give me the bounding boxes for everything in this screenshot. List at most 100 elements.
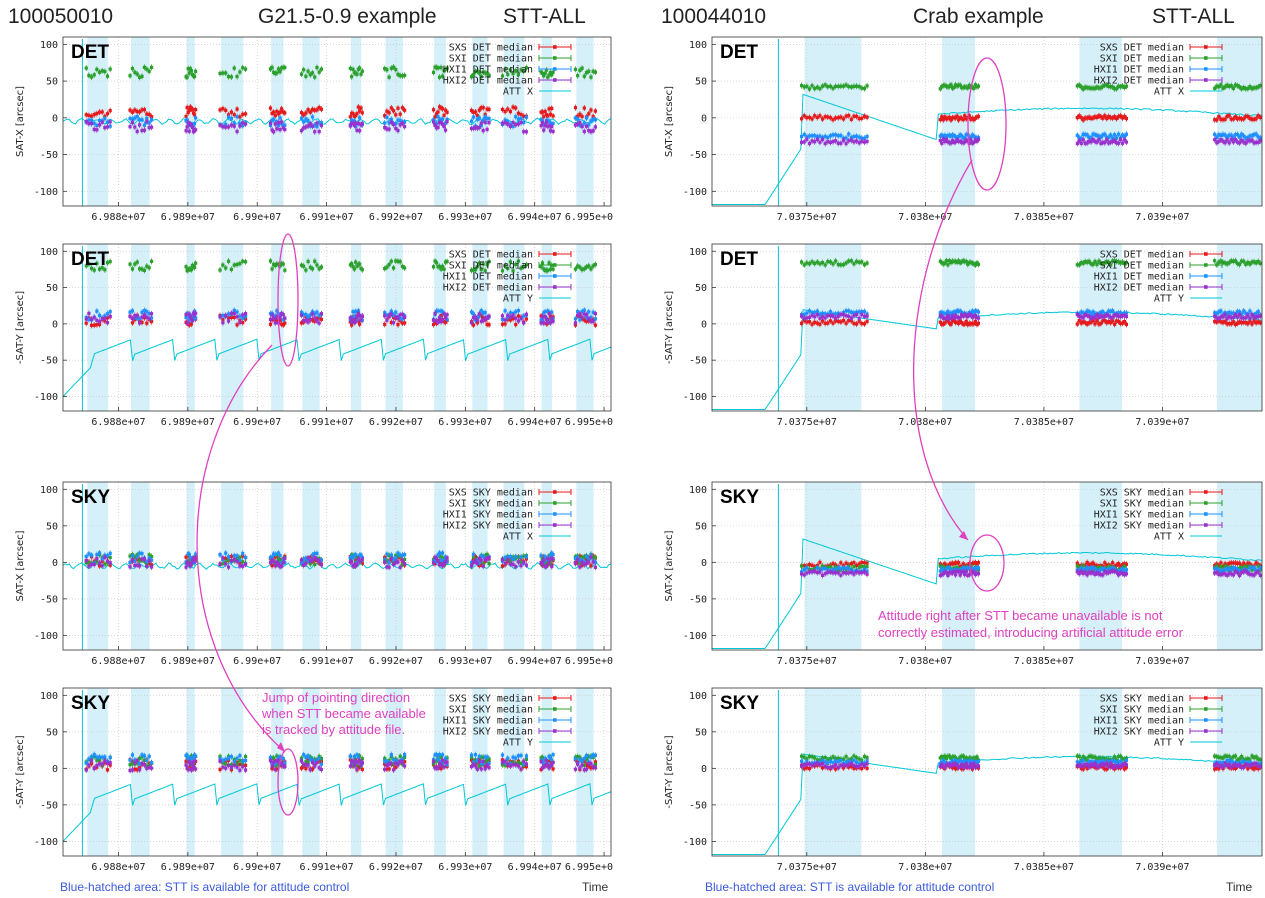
- hxi2-point: [302, 126, 306, 130]
- sxs-point: [189, 322, 193, 326]
- x-tick-label: 6.992e+07: [369, 656, 423, 667]
- sxi-point: [477, 764, 481, 768]
- hxi1-point: [385, 552, 389, 556]
- hxi1-point: [385, 760, 389, 764]
- hxi1-point: [440, 753, 445, 757]
- hxi1-point: [194, 316, 198, 320]
- sxs-point: [283, 321, 287, 325]
- sxs-point: [976, 114, 981, 119]
- hxi1-point: [508, 311, 513, 315]
- legend-label: HXI2 SKY median: [443, 727, 533, 738]
- hxi2-point: [865, 139, 869, 144]
- sxs-point: [1107, 114, 1111, 119]
- right-mode-tag: STT-ALL: [1152, 5, 1235, 28]
- hxi2-point: [543, 764, 547, 768]
- stt-band: [434, 688, 446, 856]
- hxi1-point: [398, 118, 402, 123]
- sxi-point: [359, 72, 363, 76]
- hxi1-point: [471, 115, 476, 119]
- hxi1-point: [187, 756, 191, 760]
- sxi-point: [133, 262, 137, 266]
- sxs-point: [841, 117, 846, 121]
- hxi1-point: [593, 118, 597, 122]
- hxi2-point: [302, 563, 306, 567]
- sxi-point: [473, 758, 478, 762]
- hxi1-point: [356, 755, 360, 760]
- hxi1-point: [508, 554, 513, 559]
- hxi2-point: [358, 758, 362, 763]
- sxi-point: [514, 262, 518, 267]
- x-tick-label: 6.994e+07: [508, 656, 562, 667]
- hxi2-point: [84, 559, 88, 563]
- hxi2-point: [485, 557, 489, 561]
- sxi-point: [479, 267, 483, 272]
- hxi2-point: [485, 127, 489, 131]
- hxi2-point: [540, 315, 545, 319]
- sxi-point: [477, 71, 481, 75]
- hxi1-point: [473, 753, 478, 757]
- hxi2-point: [190, 318, 195, 323]
- hxi1-point: [145, 116, 149, 121]
- sxs-point: [823, 115, 827, 119]
- sxi-point: [849, 85, 853, 89]
- hxi1-point: [394, 556, 398, 560]
- sxs-point: [485, 322, 489, 327]
- sxi-point: [128, 554, 132, 558]
- hxi2-point: [218, 123, 222, 127]
- hxi1-point: [836, 134, 840, 138]
- hxi2-point: [473, 764, 478, 768]
- hxi2-point: [576, 122, 580, 126]
- hxi2-point: [299, 759, 304, 763]
- sxi-point: [319, 67, 323, 71]
- sxi-point: [87, 73, 91, 78]
- hxi1-point: [108, 310, 112, 314]
- sxi-point: [149, 554, 154, 559]
- sxi-point: [587, 264, 591, 268]
- hxi2-point: [355, 562, 359, 566]
- x-tick-label: 6.994e+07: [508, 212, 562, 223]
- hxi1-point: [243, 758, 248, 763]
- hxi2-point: [130, 768, 135, 772]
- x-tick-label: 6.991e+07: [300, 656, 354, 667]
- hxi1-point: [1116, 132, 1121, 136]
- hxi1-point: [593, 560, 597, 564]
- y-tick-label: 100: [40, 691, 58, 702]
- hxi1-point: [185, 753, 189, 757]
- hxi2-point: [578, 121, 582, 125]
- hxi2-point: [508, 315, 513, 319]
- hxi2-point: [313, 555, 317, 560]
- hxi2-point: [854, 139, 859, 143]
- hxi2-point: [431, 318, 436, 322]
- hxi1-point: [304, 312, 308, 317]
- sxi-point: [973, 83, 978, 87]
- hxi2-point: [97, 561, 102, 565]
- hxi1-point: [469, 310, 474, 314]
- sxi-point: [440, 74, 445, 78]
- sxi-point: [524, 263, 528, 267]
- hxi2-point: [281, 312, 285, 317]
- sxi-point: [576, 264, 580, 268]
- hxi2-point: [818, 140, 822, 144]
- hxi2-point: [273, 564, 277, 568]
- hxi1-point: [355, 753, 359, 757]
- sxi-point: [238, 70, 242, 74]
- sxs-point: [471, 323, 476, 327]
- sxi-point: [479, 755, 483, 759]
- hxi2-point: [487, 121, 491, 125]
- hxi1-point: [862, 136, 867, 140]
- sxi-point: [224, 266, 228, 270]
- hxi2-point: [352, 123, 356, 127]
- sxs-point: [105, 768, 110, 772]
- plot-frame: [62, 481, 612, 651]
- plot-frame: [62, 243, 612, 412]
- hxi2-point: [477, 125, 481, 130]
- sxs-point: [310, 318, 315, 322]
- sxs-point: [89, 114, 94, 118]
- sxi-point: [189, 69, 193, 73]
- x-tick-label: 6.993e+07: [438, 862, 492, 873]
- hxi2-point: [97, 123, 102, 127]
- sxi-point: [394, 67, 398, 72]
- hxi1-point: [299, 116, 304, 120]
- sxi-point: [317, 267, 321, 271]
- sxi-point: [348, 66, 352, 70]
